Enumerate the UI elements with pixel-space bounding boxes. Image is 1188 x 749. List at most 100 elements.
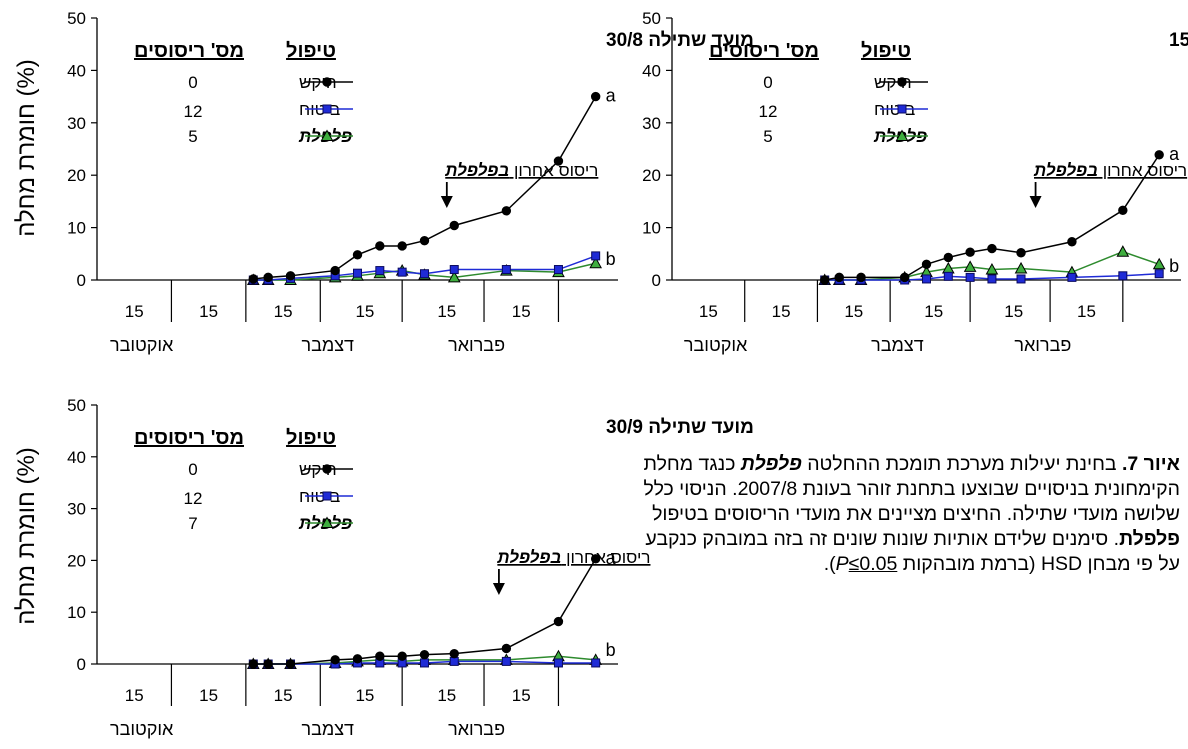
y-tick-label: 50 <box>67 396 86 415</box>
legend-header-sprays: מס' ריסוסים <box>709 40 819 62</box>
y-tick-label: 20 <box>67 551 86 570</box>
figure-caption: איור 7. בחינת יעילות מערכת תומכת ההחלטה … <box>628 452 1180 577</box>
data-point <box>375 651 385 661</box>
last-spray-annotation: ריסוס אחרון בפלפלת <box>1033 161 1187 180</box>
legend-marker <box>897 77 907 87</box>
x-month-label: אוקטובר <box>110 719 174 739</box>
x-month-label: דצמבר <box>301 335 354 355</box>
data-point <box>591 251 601 261</box>
legend-sprays: 0 <box>763 73 772 92</box>
x-day-label: 15 <box>437 302 456 321</box>
data-point <box>1152 257 1166 270</box>
data-point <box>449 220 459 231</box>
data-point <box>943 252 954 263</box>
chart-planting-30-9: 0 10 20 30 40 50 חומרת מחלה (%) 15 15 15 15 15 15 אוק… <box>13 396 754 739</box>
y-axis-title: חומרת מחלה (%) <box>13 59 40 237</box>
legend-marker <box>322 491 332 501</box>
data-point <box>447 270 461 283</box>
data-point <box>397 651 407 661</box>
x-day-label: 15 <box>199 302 218 321</box>
y-tick-label: 30 <box>642 114 661 133</box>
data-point <box>987 274 997 284</box>
x-day-label: 15 <box>125 302 144 321</box>
data-point <box>899 272 910 283</box>
legend-header-treatment: טיפול <box>286 427 336 449</box>
caption-text-1: בחינת יעילות מערכת תומכת ההחלטה <box>801 453 1122 475</box>
data-point <box>553 658 563 668</box>
y-tick-label: 0 <box>652 271 661 290</box>
chart-title: מועד שתילה 30/9 <box>606 417 754 438</box>
legend-sprays: 0 <box>188 460 197 479</box>
legend-sprays: 12 <box>184 102 203 121</box>
data-point <box>353 268 362 278</box>
data-point <box>419 658 429 668</box>
chart-title: מועד שתילה 15/9 <box>1169 30 1188 51</box>
annotation-product: בפלפלת <box>1033 161 1098 180</box>
data-point <box>285 659 296 669</box>
annotation-arrow-head <box>492 583 505 595</box>
data-point <box>501 206 512 216</box>
y-tick-label: 10 <box>67 219 86 238</box>
y-tick-label: 10 <box>642 219 661 238</box>
y-tick-label: 40 <box>67 448 86 467</box>
legend-sprays: 5 <box>763 127 772 146</box>
data-point <box>922 274 931 284</box>
data-point <box>501 656 511 666</box>
data-point <box>419 236 430 246</box>
significance-letter: b <box>606 640 616 660</box>
x-month-label: פברואר <box>448 719 505 739</box>
legend-sprays: 0 <box>188 73 197 92</box>
x-day-label: 15 <box>924 302 943 321</box>
x-day-label: 15 <box>844 302 863 321</box>
y-tick-label: 20 <box>67 166 86 185</box>
data-point <box>449 265 459 275</box>
significance-letter: a <box>1169 144 1180 164</box>
x-day-label: 15 <box>512 686 531 705</box>
legend-header-sprays: מס' ריסוסים <box>134 40 244 62</box>
data-point <box>985 262 999 275</box>
x-month-label: אוקטובר <box>684 335 748 355</box>
x-month-label: פברואר <box>448 335 505 355</box>
caption-p-symbol: P <box>835 553 849 575</box>
data-point <box>921 259 932 269</box>
data-point <box>1154 150 1164 160</box>
data-point <box>419 649 430 660</box>
series-line <box>253 96 597 280</box>
y-tick-label: 0 <box>77 271 86 290</box>
data-point <box>501 643 512 654</box>
legend-marker <box>897 104 907 114</box>
significance-letter: a <box>606 548 617 568</box>
data-point <box>1154 269 1164 279</box>
legend-sprays: 5 <box>188 127 197 146</box>
last-spray-annotation: ריסוס אחרון בפלפלת <box>496 548 650 567</box>
y-tick-label: 0 <box>77 655 86 674</box>
x-month-label: דצמבר <box>871 335 924 355</box>
x-day-label: 15 <box>699 302 718 321</box>
annotation-text: ריסוס אחרון <box>1098 161 1187 180</box>
legend-sprays: 12 <box>759 102 778 121</box>
data-point <box>987 243 997 254</box>
data-point <box>1118 271 1128 281</box>
x-day-label: 15 <box>437 686 456 705</box>
legend-marker <box>895 129 909 141</box>
data-point <box>397 267 407 277</box>
data-point <box>834 272 844 283</box>
data-point <box>1067 237 1077 247</box>
data-point <box>352 654 363 664</box>
x-day-label: 15 <box>1004 302 1023 321</box>
data-point <box>375 266 385 276</box>
y-tick-label: 20 <box>642 166 661 185</box>
legend-sprays: 7 <box>188 514 197 533</box>
annotation-arrow-head <box>440 196 453 208</box>
y-tick-label: 30 <box>67 500 86 519</box>
data-point <box>590 554 601 564</box>
data-point <box>330 265 340 276</box>
x-day-label: 15 <box>125 686 144 705</box>
x-day-label: 15 <box>274 686 293 705</box>
last-spray-annotation: ריסוס אחרון בפלפלת <box>444 161 598 180</box>
y-tick-label: 40 <box>67 61 86 80</box>
y-tick-label: 30 <box>67 114 86 133</box>
legend-header-treatment: טיפול <box>286 40 336 62</box>
